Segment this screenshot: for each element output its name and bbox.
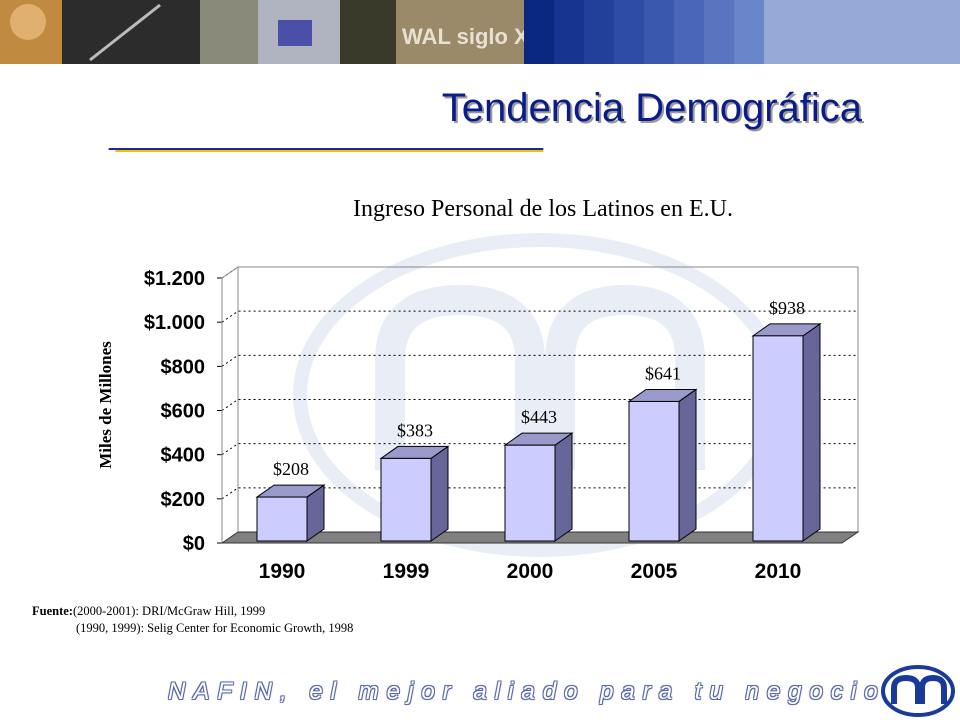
x-tick-label: 1999	[383, 560, 430, 583]
source-prefix: Fuente:	[32, 604, 73, 618]
plot-walls	[221, 266, 859, 543]
x-tick-label: 2010	[755, 560, 802, 583]
data-label: $938	[769, 298, 805, 318]
data-label: $443	[521, 407, 557, 427]
y-tick-label: $200	[161, 489, 206, 511]
source-line-1: (2000-2001): DRI/McGraw Hill, 1999	[72, 604, 266, 618]
x-tick-label: 1990	[259, 560, 306, 583]
gridline	[221, 399, 858, 411]
y-tick-label: $1.200	[144, 268, 205, 290]
y-tick-label: $400	[161, 445, 206, 467]
data-label: $383	[397, 420, 433, 440]
nafin-logo-icon	[881, 665, 955, 717]
bar-2000: $443	[503, 407, 574, 542]
bar-side	[554, 432, 573, 542]
gridline	[221, 487, 858, 500]
gridline	[221, 266, 858, 279]
y-tick-label: $800	[161, 356, 206, 378]
y-tick-label: $1.000	[144, 312, 205, 334]
chart-title: Ingreso Personal de los Latinos en E.U.	[353, 196, 733, 222]
title-underline	[108, 148, 544, 152]
bar-1999: $383	[379, 420, 450, 542]
bar-side	[430, 445, 449, 542]
bar	[752, 335, 804, 542]
source-note: Fuente:(2000-2001): DRI/McGraw Hill, 199…	[32, 603, 353, 637]
source-line-2: (1990, 1999): Selig Center for Economic …	[76, 621, 354, 635]
bar-2005: $641	[627, 363, 698, 542]
gridline	[221, 443, 858, 456]
back-wall	[237, 266, 859, 532]
y-tick-label: $600	[161, 401, 206, 423]
x-tick-label: 2005	[631, 560, 678, 583]
data-label: $641	[645, 363, 681, 383]
y-tick-label: $0	[183, 533, 205, 555]
bar	[380, 457, 432, 542]
bar	[256, 496, 308, 542]
bar-1990: $208	[255, 459, 326, 542]
bar-2010: $938	[751, 298, 822, 542]
data-label: $208	[273, 459, 309, 479]
x-tick-label: 2000	[507, 560, 554, 583]
wall-top-edge	[221, 266, 239, 279]
bar	[628, 400, 680, 542]
gridline	[221, 354, 858, 367]
bar-side	[802, 322, 821, 542]
slogan: NAFIN, el mejor aliado para tu negocio	[168, 678, 886, 705]
slide-title: Tendencia Demográfica	[441, 86, 862, 130]
gridline	[221, 310, 858, 323]
header-banner: WAL siglo XX1	[0, 0, 960, 64]
bar	[504, 444, 556, 542]
bar-side	[678, 388, 697, 542]
